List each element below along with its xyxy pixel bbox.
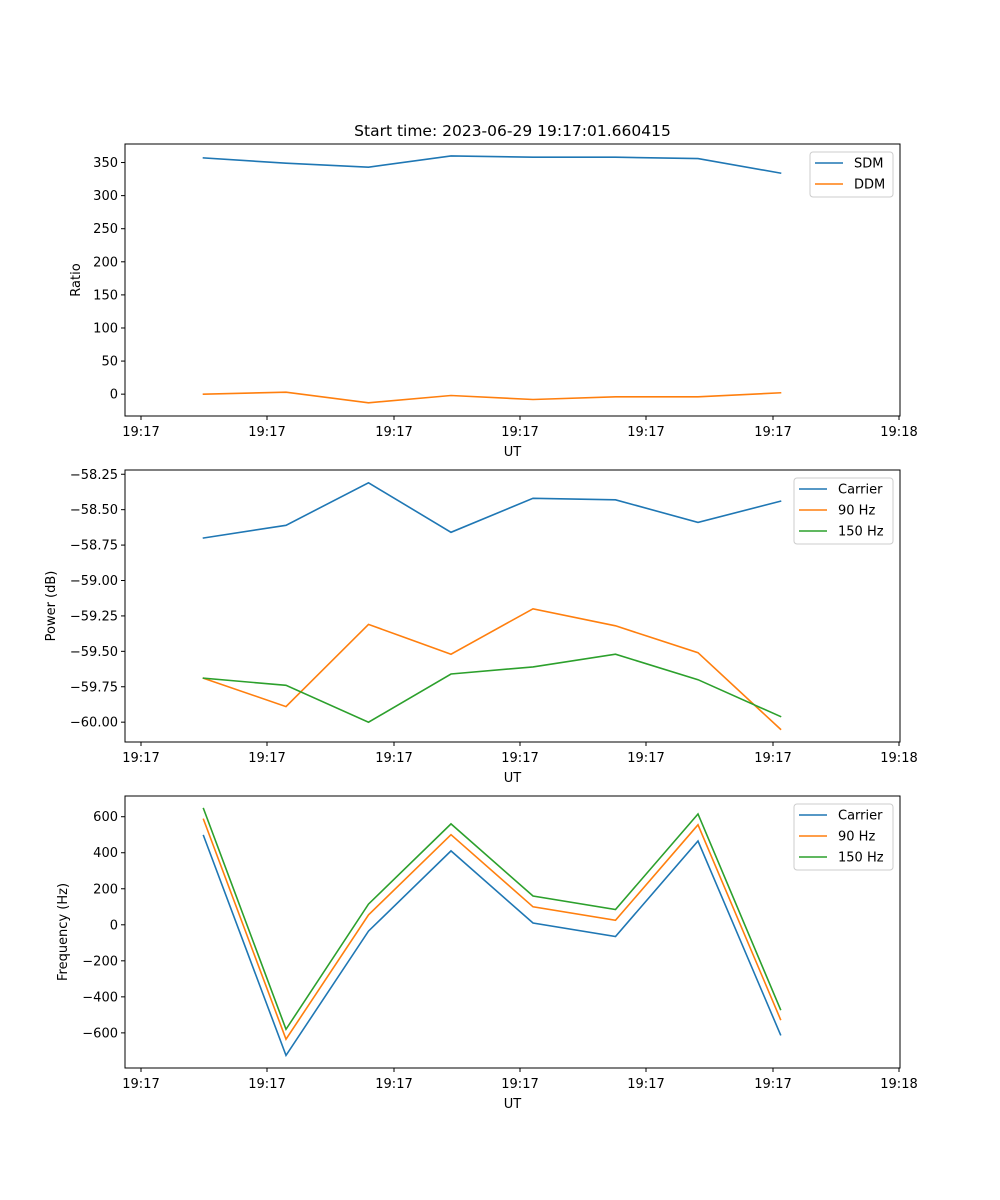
legend-label: 150 Hz: [838, 525, 884, 540]
x-tick-label: 19:17: [122, 751, 159, 766]
x-tick-label: 19:17: [501, 1077, 538, 1092]
series-line-carrier: [202, 481, 782, 539]
x-tick-label: 19:18: [880, 751, 917, 766]
plot-frame: [124, 469, 901, 743]
y-tick-label: 50: [101, 355, 118, 370]
x-axis-label: UT: [504, 771, 522, 786]
y-tick-label: 0: [110, 918, 118, 933]
x-tick-label: 19:17: [375, 425, 412, 440]
x-tick-label: 19:17: [501, 425, 538, 440]
x-tick-label: 19:17: [248, 425, 285, 440]
y-tick-label: −400: [82, 990, 118, 1005]
subplot-3: −600 −400 −200 0 200 400 600 19:17 19:17 19:17 19:…: [56, 795, 918, 1112]
legend: SDM DDM: [809, 151, 894, 198]
legend-label: 90 Hz: [838, 830, 875, 845]
x-tick-label: 19:17: [627, 1077, 664, 1092]
x-tick-label: 19:17: [375, 751, 412, 766]
y-tick-label: 350: [93, 156, 118, 171]
legend: Carrier 90 Hz 150 Hz: [793, 803, 894, 871]
legend-label: Carrier: [838, 809, 883, 824]
legend-label: DDM: [854, 178, 885, 193]
x-tick-label: 19:17: [627, 425, 664, 440]
x-tick-label: 19:17: [754, 1077, 791, 1092]
y-tick-label: 250: [93, 222, 118, 237]
y-tick-label: −600: [82, 1026, 118, 1041]
y-tick-label: 200: [93, 255, 118, 270]
x-axis-label: UT: [504, 1097, 522, 1112]
chart-title: Start time: 2023-06-29 19:17:01.660415: [354, 122, 671, 140]
legend-label: 150 Hz: [838, 851, 884, 866]
y-tick-label: 150: [93, 288, 118, 303]
series-line-sdm: [202, 155, 782, 175]
x-tick-label: 19:17: [122, 425, 159, 440]
x-tick-label: 19:17: [248, 1077, 285, 1092]
legend-label: 90 Hz: [838, 504, 875, 519]
y-tick-label: −59.25: [70, 609, 118, 624]
series-line-150-hz: [202, 653, 782, 724]
x-axis-label: UT: [504, 445, 522, 460]
legend-label: SDM: [854, 157, 883, 172]
y-tick-label: −58.50: [70, 503, 118, 518]
y-axis-label: Frequency (Hz): [56, 883, 71, 981]
y-axis-label: Ratio: [69, 263, 84, 296]
y-tick-label: −60.00: [70, 716, 118, 731]
x-tick-label: 19:18: [880, 1077, 917, 1092]
subplot-2: −60.00 −59.75 −59.50 −59.25 −59.00 −58.75 −58.…: [44, 468, 918, 786]
x-tick-label: 19:17: [627, 751, 664, 766]
y-tick-label: 100: [93, 321, 118, 336]
x-tick-label: 19:18: [880, 425, 917, 440]
legend-box: [793, 803, 894, 871]
series-line-150-hz: [202, 807, 782, 1032]
y-tick-label: −58.25: [70, 468, 118, 483]
x-tick-label: 19:17: [375, 1077, 412, 1092]
y-tick-label: −59.75: [70, 680, 118, 695]
series-line-ddm: [202, 391, 782, 404]
x-tick-label: 19:17: [122, 1077, 159, 1092]
plot-frame: [124, 143, 901, 417]
series-line-carrier: [202, 834, 782, 1058]
y-tick-label: 200: [93, 882, 118, 897]
series-line-90-hz: [202, 607, 782, 731]
y-tick-label: −200: [82, 954, 118, 969]
legend-label: Carrier: [838, 483, 883, 498]
y-tick-label: 300: [93, 189, 118, 204]
x-tick-label: 19:17: [754, 425, 791, 440]
y-tick-label: 600: [93, 810, 118, 825]
subplot-1: Start time: 2023-06-29 19:17:01.660415 0 5…: [69, 122, 918, 460]
y-tick-label: 0: [110, 388, 118, 403]
x-tick-label: 19:17: [754, 751, 791, 766]
series-line-90-hz: [202, 818, 782, 1041]
x-tick-label: 19:17: [248, 751, 285, 766]
plot-frame: [124, 795, 901, 1069]
y-axis-label: Power (dB): [44, 571, 59, 642]
y-tick-label: −58.75: [70, 539, 118, 554]
y-tick-label: 400: [93, 846, 118, 861]
y-tick-label: −59.00: [70, 574, 118, 589]
legend-box: [793, 477, 894, 545]
legend: Carrier 90 Hz 150 Hz: [793, 477, 894, 545]
y-tick-label: −59.50: [70, 645, 118, 660]
x-tick-label: 19:17: [501, 751, 538, 766]
